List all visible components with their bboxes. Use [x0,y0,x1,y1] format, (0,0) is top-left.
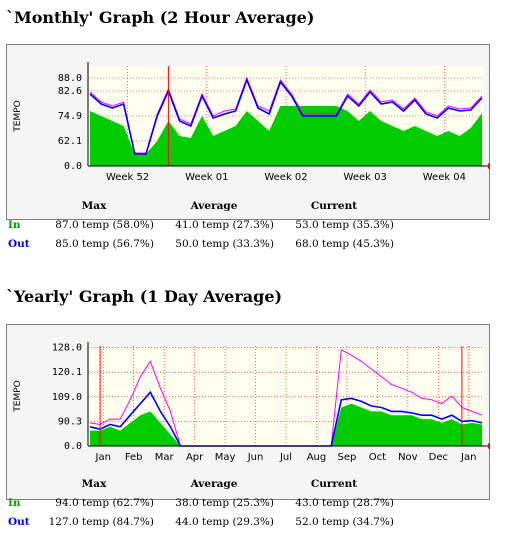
x-tick-label: Week 02 [264,172,307,183]
monthly-out-max: 85.0 temp (56.7%) [55,237,154,250]
yearly-in-current: 43.0 temp (28.7%) [295,496,394,509]
x-axis-arrow [488,163,490,169]
yearly-out-current: 52.0 temp (34.7%) [295,515,394,528]
yearly-graph: 128.0 120.1 109.0 90.3 0.0 Jan Feb Mar Apr May Jun… [6,324,490,500]
y-tick-label: 82.6 [58,86,82,97]
y-tick-label: 109.0 [52,392,82,403]
monthly-max-header: Max [81,199,107,212]
y-axis-label: TEMPO [13,100,23,132]
monthly-in-row: In 87.0 temp (58.0%) 41.0 temp (27.3%) 5… [6,215,394,234]
monthly-average-header: Average [190,199,238,212]
y-tick-label: 88.0 [58,73,82,84]
yearly-title: `Yearly' Graph (1 Day Average) [6,287,283,306]
y-tick-label: 62.1 [58,136,82,147]
monthly-in-average: 41.0 temp (27.3%) [175,218,274,231]
yearly-out-label: Out [8,515,30,528]
x-tick-label: Week 52 [106,172,149,183]
monthly-in-label: In [8,218,21,231]
x-tick-label: Week 01 [185,172,228,183]
yearly-current-header: Current [310,477,358,490]
series-in-area [90,403,482,446]
y-tick-label: 120.1 [52,367,82,378]
x-tick-label: Aug [307,452,327,463]
y-tick-label: 128.0 [52,343,82,354]
yearly-out-max: 127.0 temp (84.7%) [48,515,154,528]
y-tick-label: 0.0 [64,441,82,452]
yearly-max-header: Max [81,477,107,490]
x-tick-label: Sep [337,452,356,463]
x-tick-label: Nov [398,452,418,463]
yearly-stats-table: Max Average Current In 94.0 temp (62.7%)… [6,474,394,531]
monthly-out-label: Out [8,237,30,250]
y-tick-label: 0.0 [64,161,82,172]
x-axis-arrow [488,443,490,449]
monthly-out-average: 50.0 temp (33.3%) [175,237,274,250]
monthly-title: `Monthly' Graph (2 Hour Average) [6,8,315,27]
monthly-graph: 88.0 82.6 74.9 62.1 0.0 Week 52 Week 01 Week 02… [6,44,490,220]
yearly-in-max: 94.0 temp (62.7%) [55,496,154,509]
yearly-in-row: In 94.0 temp (62.7%) 38.0 temp (25.3%) 4… [6,493,394,512]
monthly-current-header: Current [310,199,358,212]
yearly-graph-svg: 128.0 120.1 109.0 90.3 0.0 Jan Feb Mar Apr May Jun… [6,324,490,500]
monthly-stats-table: Max Average Current In 87.0 temp (58.0%)… [6,196,394,253]
y-tick-label: 74.9 [58,111,82,122]
yearly-average-header: Average [190,477,238,490]
x-tick-label: Oct [369,452,386,463]
x-tick-label: Jan [460,452,476,463]
series-in-area [90,106,482,166]
yearly-in-average: 38.0 temp (25.3%) [175,496,274,509]
x-tick-label: Feb [125,452,143,463]
monthly-graph-svg: 88.0 82.6 74.9 62.1 0.0 Week 52 Week 01 Week 02… [6,44,490,220]
monthly-out-row: Out 85.0 temp (56.7%) 50.0 temp (33.3%) … [6,234,394,253]
x-tick-label: Jun [247,452,264,463]
yearly-out-row: Out 127.0 temp (84.7%) 44.0 temp (29.3%)… [6,512,394,531]
x-tick-label: May [215,452,236,463]
x-tick-label: Dec [429,452,448,463]
monthly-out-current: 68.0 temp (45.3%) [295,237,394,250]
x-tick-label: Jan [95,452,111,463]
x-tick-label: Jul [279,452,292,463]
x-tick-label: Apr [186,452,204,463]
yearly-in-label: In [8,496,21,509]
x-tick-label: Week 03 [344,172,387,183]
x-tick-label: Mar [155,452,175,463]
x-tick-label: Week 04 [423,172,466,183]
series-out-line [89,77,483,155]
monthly-in-current: 53.0 temp (35.3%) [295,218,394,231]
monthly-in-max: 87.0 temp (58.0%) [55,218,154,231]
y-tick-label: 90.3 [58,416,82,427]
y-axis-label: TEMPO [13,380,23,412]
yearly-out-average: 44.0 temp (29.3%) [175,515,274,528]
